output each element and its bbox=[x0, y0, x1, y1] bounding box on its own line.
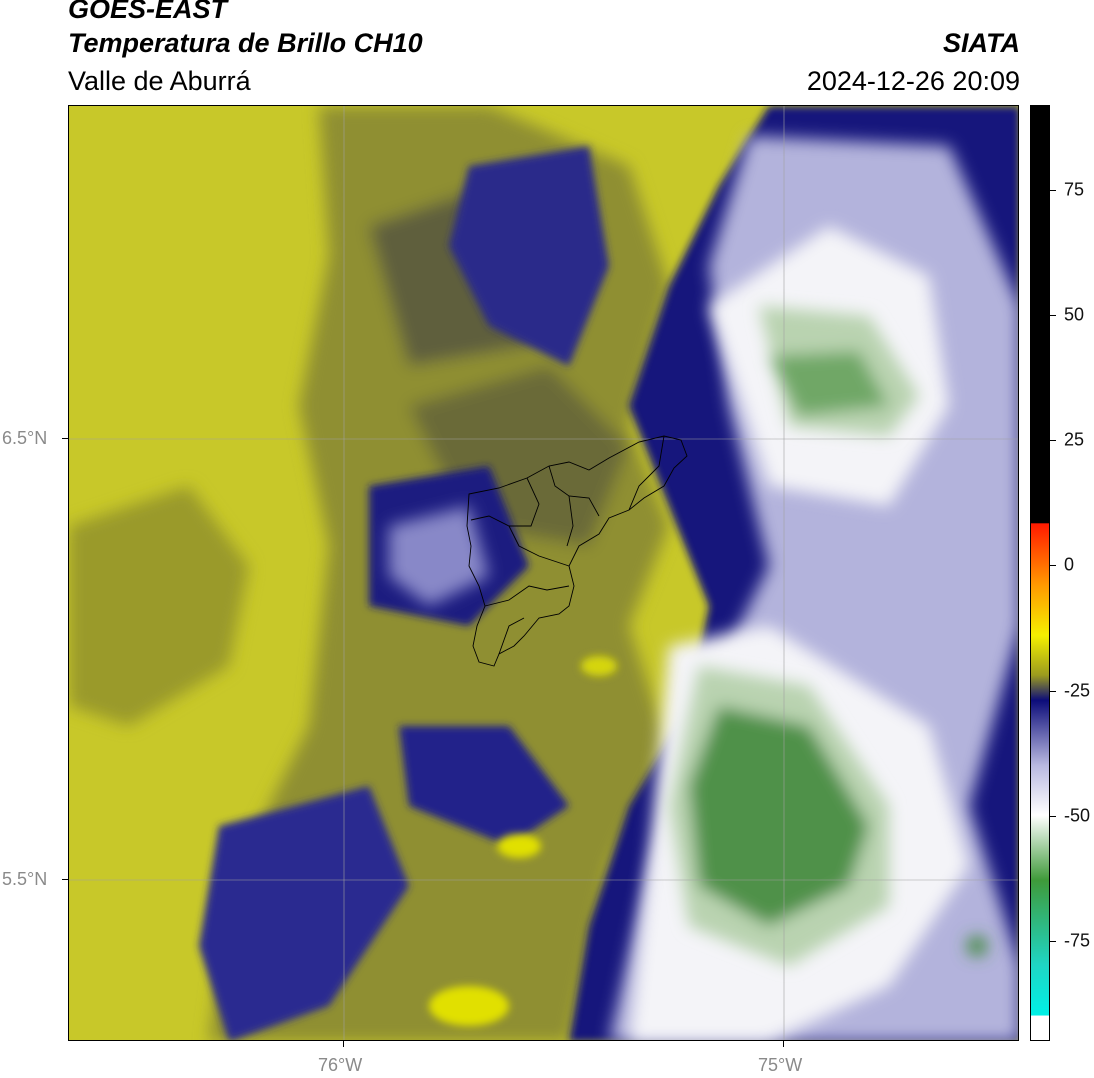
brightness-temperature-map bbox=[68, 105, 1019, 1041]
warm-spots bbox=[429, 656, 617, 1026]
colorbar-tick bbox=[1050, 815, 1056, 817]
lat-tick-6-5n bbox=[62, 438, 68, 439]
lat-label-6-5n: 6.5°N bbox=[2, 428, 48, 448]
colorbar-tick-label: 50 bbox=[1064, 304, 1085, 325]
colorbar-tick bbox=[1050, 315, 1056, 317]
lon-tick-75w bbox=[783, 1041, 784, 1047]
satellite-title: GOES-EAST bbox=[68, 0, 228, 24]
temperature-colorbar bbox=[1030, 105, 1050, 1041]
colorbar-tick-label: 25 bbox=[1064, 429, 1085, 450]
municipal-boundaries bbox=[466, 435, 688, 667]
colorbar-tick bbox=[1050, 440, 1056, 442]
map-canvas bbox=[69, 106, 1018, 1040]
colorbar-tick-label: -25 bbox=[1064, 680, 1091, 701]
colorbar-tick bbox=[1050, 690, 1056, 692]
colorbar-tick-label: 75 bbox=[1064, 179, 1085, 200]
lon-tick-76w bbox=[343, 1041, 344, 1047]
lat-label-5-5n: 5.5°N bbox=[2, 869, 48, 889]
product-title: Temperatura de Brillo CH10 bbox=[68, 28, 423, 58]
overshooting-tops bbox=[669, 306, 987, 966]
colorbar-tick-label: -50 bbox=[1064, 805, 1091, 826]
colorbar-tick-label: 0 bbox=[1064, 554, 1075, 575]
agency-label: SIATA bbox=[943, 28, 1020, 58]
colorbar-tick-label: -75 bbox=[1064, 930, 1091, 951]
region-label: Valle de Aburrá bbox=[68, 66, 251, 96]
colorbar-tick bbox=[1050, 190, 1056, 192]
colorbar-tick bbox=[1050, 565, 1056, 567]
lat-tick-5-5n bbox=[62, 879, 68, 880]
lon-label-76w: 76°W bbox=[318, 1055, 363, 1075]
datetime-label: 2024-12-26 20:09 bbox=[806, 66, 1020, 96]
colorbar-tick bbox=[1050, 940, 1056, 942]
lon-label-75w: 75°W bbox=[758, 1055, 803, 1075]
